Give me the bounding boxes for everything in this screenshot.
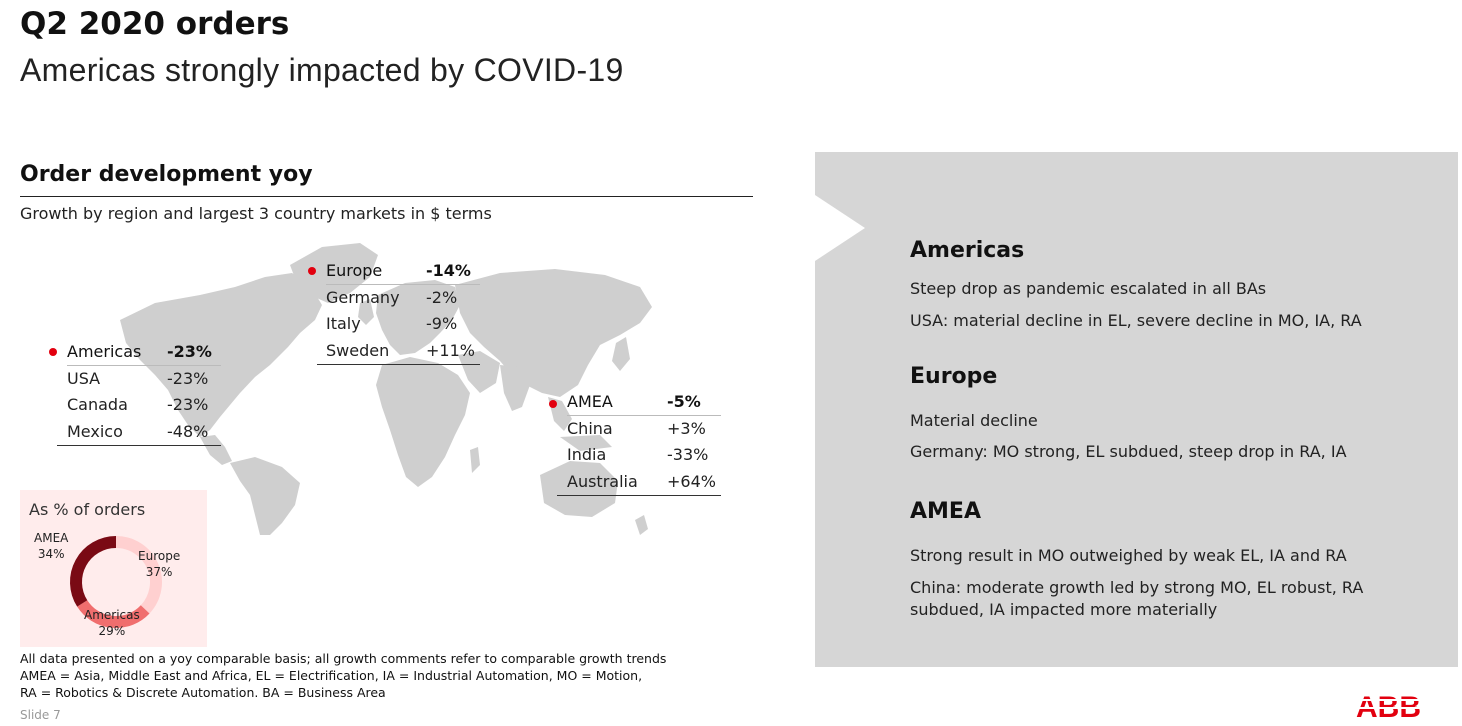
slice-name: AMEA: [34, 531, 69, 545]
panel-heading-europe: Europe: [910, 364, 998, 389]
slide-number: Slide 7: [20, 708, 61, 722]
share-donut-chart: [70, 536, 162, 628]
section-divider: [20, 196, 753, 197]
table-row: Australia +64%: [567, 469, 721, 496]
region-name: AMEA: [567, 392, 613, 411]
table-row: Germany -2%: [326, 285, 480, 312]
country-name: Sweden: [326, 340, 390, 360]
abb-logo: ABB: [1356, 691, 1420, 720]
slice-value: 37%: [145, 565, 173, 579]
country-name: Australia: [567, 471, 638, 491]
donut-slice-europe: [115, 536, 162, 614]
panel-text: Germany: MO strong, EL subdued, steep dr…: [910, 442, 1347, 461]
donut-slice-amea: [70, 536, 117, 607]
country-value: -23%: [167, 395, 209, 414]
amea-region-table: AMEA -5% China +3% India -33% Australia …: [549, 389, 721, 496]
table-row: Americas -23%: [67, 339, 221, 366]
country-name: Italy: [326, 314, 361, 333]
donut-slice-americas: [77, 599, 150, 628]
table-bottom-rule: [557, 495, 721, 496]
europe-share-label: Europe 37%: [138, 548, 180, 580]
panel-text: subdued, IA impacted more materially: [910, 600, 1218, 619]
table-divider: [67, 365, 221, 366]
table-row: Europe -14%: [326, 258, 480, 285]
slice-value: 34%: [37, 547, 65, 561]
table-row: Italy -9%: [326, 311, 480, 338]
slice-name: Americas: [84, 608, 140, 622]
table-divider: [567, 415, 721, 416]
commentary-panel: [815, 152, 1458, 667]
americas-region-table: Americas -23% USA -23% Canada -23% Mexic…: [49, 339, 221, 446]
slice-name: Europe: [138, 549, 181, 563]
share-chart-title: As % of orders: [29, 500, 146, 519]
europe-region-table: Europe -14% Germany -2% Italy -9% Sweden…: [308, 258, 480, 365]
region-value: -23%: [167, 342, 212, 361]
abb-logo-text: ABB: [1356, 691, 1420, 720]
country-value: +64%: [667, 471, 716, 491]
panel-text: Strong result in MO outweighed by weak E…: [910, 546, 1347, 565]
region-value: -5%: [667, 392, 701, 411]
chevron-right-icon: [815, 195, 865, 261]
page-subtitle: Americas strongly impacted by COVID-19: [20, 52, 624, 88]
panel-text: Material decline: [910, 411, 1038, 430]
section-heading: Order development yoy: [20, 162, 313, 187]
table-divider: [326, 284, 480, 285]
table-row: Canada -23%: [67, 392, 221, 419]
page-title: Q2 2020 orders: [20, 6, 290, 42]
table-row: India -33%: [567, 442, 721, 469]
country-value: -23%: [167, 368, 209, 388]
slice-value: 29%: [98, 624, 126, 638]
country-value: +3%: [667, 418, 706, 438]
europe-marker-icon: [308, 267, 316, 275]
table-row: AMEA -5%: [567, 389, 721, 416]
table-bottom-rule: [57, 445, 221, 446]
footnote-line: AMEA = Asia, Middle East and Africa, EL …: [20, 668, 643, 683]
country-value: -33%: [667, 445, 709, 464]
panel-heading-americas: Americas: [910, 238, 1025, 263]
region-name: Americas: [67, 342, 142, 361]
americas-share-label: Americas 29%: [84, 607, 140, 639]
footnote-line: All data presented on a yoy comparable b…: [20, 651, 667, 666]
table-row: Mexico -48%: [67, 419, 221, 446]
table-row: USA -23%: [67, 366, 221, 393]
country-value: -48%: [167, 421, 209, 441]
amea-marker-icon: [549, 400, 557, 408]
panel-text: Steep drop as pandemic escalated in all …: [910, 279, 1267, 298]
footnote: All data presented on a yoy comparable b…: [20, 650, 666, 701]
table-row: Sweden +11%: [326, 338, 480, 365]
footnote-line: RA = Robotics & Discrete Automation. BA …: [20, 685, 386, 700]
amea-share-label: AMEA 34%: [34, 530, 68, 562]
country-value: +11%: [426, 340, 475, 360]
panel-text: USA: material decline in EL, severe decl…: [910, 311, 1362, 330]
region-name: Europe: [326, 261, 383, 280]
country-value: -2%: [426, 287, 458, 307]
region-value: -14%: [426, 261, 471, 280]
country-name: Canada: [67, 395, 128, 414]
country-name: China: [567, 418, 613, 438]
table-row: China +3%: [567, 416, 721, 443]
country-value: -9%: [426, 314, 458, 333]
country-name: Mexico: [67, 421, 123, 441]
section-subheading: Growth by region and largest 3 country m…: [20, 204, 492, 223]
panel-heading-amea: AMEA: [910, 499, 981, 524]
country-name: Germany: [326, 287, 400, 307]
country-name: India: [567, 445, 607, 464]
country-name: USA: [67, 368, 101, 388]
panel-text: China: moderate growth led by strong MO,…: [910, 578, 1364, 597]
americas-marker-icon: [49, 348, 57, 356]
world-map: [120, 243, 652, 535]
table-bottom-rule: [317, 364, 480, 365]
